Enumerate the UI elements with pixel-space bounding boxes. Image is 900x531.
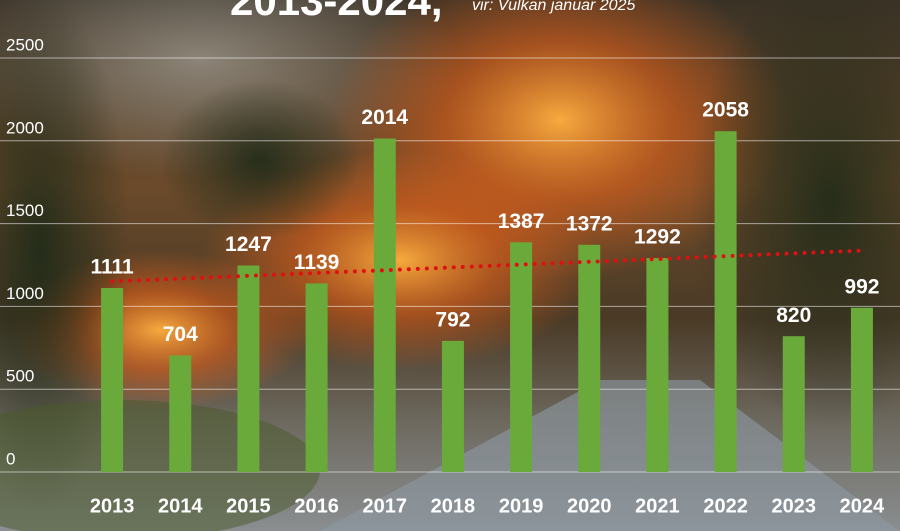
- value-label: 1247: [225, 233, 272, 256]
- y-tick-label: 2000: [6, 118, 44, 137]
- value-label: 2014: [361, 106, 408, 129]
- value-label: 1111: [90, 256, 134, 279]
- value-label: 1292: [634, 226, 681, 249]
- y-tick-label: 2500: [6, 35, 44, 54]
- chart-title: 2013-2024,: [230, 0, 443, 24]
- x-tick-label: 2016: [294, 495, 339, 517]
- bar: [646, 258, 669, 472]
- y-tick-label: 500: [6, 367, 34, 386]
- value-label: 2058: [702, 99, 749, 122]
- value-label: 792: [435, 308, 470, 331]
- x-tick-label: 2014: [158, 495, 203, 517]
- value-label: 704: [163, 323, 198, 346]
- bar: [101, 288, 124, 472]
- bar: [510, 242, 533, 472]
- x-tick-label: 2013: [90, 495, 135, 517]
- value-label: 1387: [498, 210, 545, 233]
- x-tick-label: 2020: [567, 495, 612, 517]
- value-label: 992: [844, 275, 879, 298]
- x-tick-label: 2024: [840, 495, 885, 517]
- bar: [169, 355, 192, 472]
- value-label: 1372: [566, 212, 613, 235]
- x-tick-label: 2019: [499, 495, 544, 517]
- y-tick-label: 1500: [6, 201, 44, 220]
- y-tick-label: 0: [6, 449, 15, 468]
- bar: [237, 265, 260, 472]
- bar: [305, 283, 328, 472]
- x-tick-label: 2023: [772, 495, 817, 517]
- value-label: 820: [776, 304, 811, 327]
- y-tick-label: 1000: [6, 284, 44, 303]
- x-tick-label: 2022: [703, 495, 748, 517]
- trendline: [110, 248, 864, 284]
- x-tick-label: 2017: [363, 495, 408, 517]
- bar: [441, 340, 464, 472]
- bar: [782, 336, 805, 472]
- bar: [714, 131, 737, 473]
- x-tick-label: 2018: [431, 495, 476, 517]
- x-tick-label: 2021: [635, 495, 680, 517]
- bar: [578, 244, 601, 472]
- chart-subtitle: vir: Vulkan januar 2025: [472, 0, 635, 14]
- x-tick-label: 2015: [226, 495, 271, 517]
- bar: [850, 307, 873, 472]
- value-label: 1139: [294, 251, 340, 274]
- bar: [373, 138, 396, 472]
